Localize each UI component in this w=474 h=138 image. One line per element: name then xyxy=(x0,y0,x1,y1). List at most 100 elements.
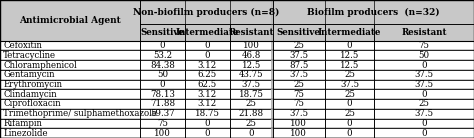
Bar xyxy=(0,70,140,80)
Bar xyxy=(325,41,374,51)
Text: 18.75: 18.75 xyxy=(195,109,220,118)
Bar xyxy=(230,70,273,80)
Text: 12.5: 12.5 xyxy=(242,61,261,70)
Bar xyxy=(140,51,185,60)
Text: 75: 75 xyxy=(293,90,304,99)
Bar xyxy=(185,41,230,51)
Text: 0: 0 xyxy=(421,61,427,70)
Bar xyxy=(140,70,185,80)
Text: 3.12: 3.12 xyxy=(198,99,217,108)
Text: Sensitive: Sensitive xyxy=(140,28,184,37)
Bar xyxy=(374,70,474,80)
Text: Trimethoprime/ sulphamethoxazole: Trimethoprime/ sulphamethoxazole xyxy=(3,109,157,118)
Bar xyxy=(273,24,325,41)
Bar xyxy=(0,99,140,109)
Bar xyxy=(0,119,140,128)
Bar xyxy=(374,60,474,70)
Text: 100: 100 xyxy=(290,129,307,138)
Bar xyxy=(273,89,325,99)
Bar xyxy=(185,89,230,99)
Text: 0: 0 xyxy=(347,99,352,108)
Text: 3.12: 3.12 xyxy=(198,61,217,70)
Bar xyxy=(185,80,230,89)
Bar xyxy=(140,24,185,41)
Bar xyxy=(273,128,325,138)
Bar xyxy=(325,89,374,99)
Text: 0: 0 xyxy=(421,90,427,99)
Text: 37.5: 37.5 xyxy=(289,109,308,118)
Bar xyxy=(140,109,185,119)
Text: 25: 25 xyxy=(419,99,430,108)
Bar xyxy=(325,128,374,138)
Text: Intermediate: Intermediate xyxy=(318,28,381,37)
Text: 37.5: 37.5 xyxy=(289,51,308,60)
Text: 84.38: 84.38 xyxy=(150,61,175,70)
Bar xyxy=(374,128,474,138)
Bar xyxy=(273,99,325,109)
Text: 37.5: 37.5 xyxy=(289,70,308,79)
Text: 25: 25 xyxy=(293,41,304,50)
Text: 75: 75 xyxy=(293,99,304,108)
Text: 0: 0 xyxy=(205,119,210,128)
Bar xyxy=(140,119,185,128)
Bar xyxy=(230,99,273,109)
Text: 18.75: 18.75 xyxy=(239,90,264,99)
Bar xyxy=(140,41,185,51)
Bar xyxy=(185,60,230,70)
Text: Resistant: Resistant xyxy=(228,28,274,37)
Bar xyxy=(0,89,140,99)
Text: 62.5: 62.5 xyxy=(198,80,217,89)
Bar xyxy=(230,89,273,99)
Text: Chloramphenicol: Chloramphenicol xyxy=(3,61,77,70)
Bar xyxy=(271,0,273,138)
Bar xyxy=(185,99,230,109)
Bar xyxy=(273,80,325,89)
Bar xyxy=(185,128,230,138)
Bar xyxy=(273,41,325,51)
Bar xyxy=(325,70,374,80)
Text: 0: 0 xyxy=(205,129,210,138)
Text: 0: 0 xyxy=(205,41,210,50)
Bar xyxy=(230,24,273,41)
Text: 100: 100 xyxy=(243,41,260,50)
Bar xyxy=(0,41,140,51)
Text: Resistant: Resistant xyxy=(401,28,447,37)
Text: 50: 50 xyxy=(419,51,430,60)
Text: 78.13: 78.13 xyxy=(150,90,175,99)
Bar xyxy=(374,80,474,89)
Text: 59.37: 59.37 xyxy=(150,109,174,118)
Bar xyxy=(185,70,230,80)
Text: 0: 0 xyxy=(347,129,352,138)
Bar xyxy=(230,119,273,128)
Bar xyxy=(374,51,474,60)
Text: 0: 0 xyxy=(347,41,352,50)
Bar xyxy=(273,51,325,60)
Text: 25: 25 xyxy=(293,80,304,89)
Text: Clindamycin: Clindamycin xyxy=(3,90,57,99)
Text: 100: 100 xyxy=(290,119,307,128)
Bar xyxy=(0,128,140,138)
Text: Erythromycin: Erythromycin xyxy=(3,80,62,89)
Bar xyxy=(273,109,325,119)
Text: 0: 0 xyxy=(160,41,165,50)
Bar xyxy=(325,80,374,89)
Text: 75: 75 xyxy=(157,119,168,128)
Text: Tetracycline: Tetracycline xyxy=(3,51,56,60)
Text: Non-biofilm producers (n=8): Non-biofilm producers (n=8) xyxy=(133,7,279,17)
Bar xyxy=(185,24,230,41)
Text: 37.5: 37.5 xyxy=(242,80,261,89)
Bar xyxy=(325,51,374,60)
Bar xyxy=(185,119,230,128)
Text: 50: 50 xyxy=(157,70,168,79)
Bar xyxy=(230,60,273,70)
Text: 87.5: 87.5 xyxy=(289,61,308,70)
Bar xyxy=(0,80,140,89)
Bar xyxy=(273,119,325,128)
Text: 25: 25 xyxy=(344,70,355,79)
Text: 37.5: 37.5 xyxy=(415,109,434,118)
Bar xyxy=(230,51,273,60)
Bar xyxy=(374,24,474,41)
Text: Cefoxitin: Cefoxitin xyxy=(3,41,42,50)
Bar xyxy=(140,99,185,109)
Text: 71.88: 71.88 xyxy=(150,99,175,108)
